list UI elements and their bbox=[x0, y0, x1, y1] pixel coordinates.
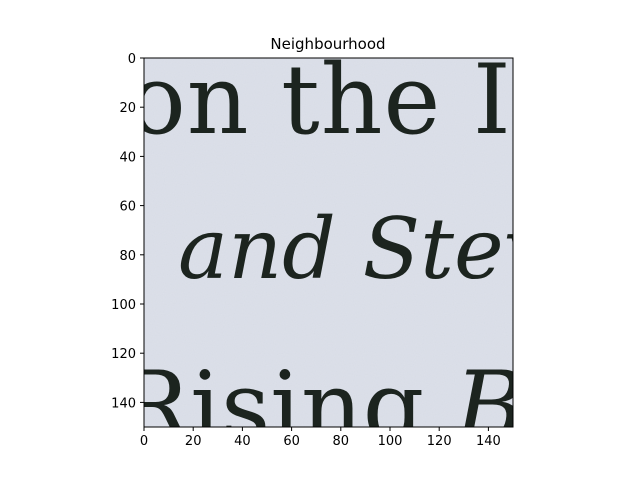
image-area: on the In and Stev Rising Br bbox=[118, 44, 576, 463]
y-tick-label: 140 bbox=[111, 396, 136, 411]
y-tick-label: 0 bbox=[128, 52, 136, 67]
x-tick-label: 100 bbox=[378, 434, 403, 449]
paper-background bbox=[144, 58, 513, 427]
x-tick-label: 140 bbox=[476, 434, 501, 449]
x-tick-label: 0 bbox=[140, 434, 148, 449]
y-tick-label: 80 bbox=[119, 249, 136, 264]
y-axis: 0 20 40 60 80 100 120 140 bbox=[111, 52, 144, 411]
image-text-line-3: Rising Br bbox=[118, 351, 576, 463]
x-tick-label: 60 bbox=[283, 434, 300, 449]
y-tick-label: 40 bbox=[119, 150, 136, 165]
x-axis: 0 20 40 60 80 100 120 140 bbox=[140, 427, 501, 449]
x-tick-label: 120 bbox=[427, 434, 452, 449]
x-tick-label: 40 bbox=[234, 434, 251, 449]
axes-frame bbox=[143, 57, 514, 428]
image-text-line-1: on the In bbox=[128, 44, 575, 156]
y-tick-label: 60 bbox=[119, 200, 136, 215]
x-tick-label: 80 bbox=[333, 434, 350, 449]
y-tick-label: 20 bbox=[119, 101, 136, 116]
x-tick-label: 20 bbox=[185, 434, 202, 449]
y-tick-label: 120 bbox=[111, 347, 136, 362]
image-text-line-2: and Stev bbox=[178, 200, 551, 298]
y-tick-label: 100 bbox=[111, 298, 136, 313]
chart-title: Neighbourhood bbox=[270, 35, 385, 53]
